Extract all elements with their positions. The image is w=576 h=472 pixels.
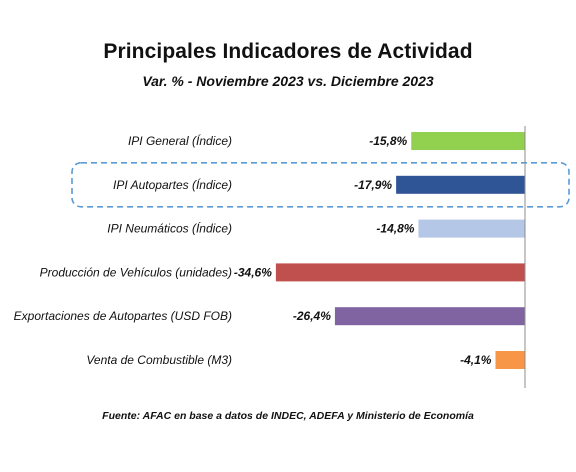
category-label-6: Venta de Combustible (M3) bbox=[86, 353, 232, 367]
value-label-4: -34,6% bbox=[234, 265, 272, 279]
source-note: Fuente: AFAC en base a datos de INDEC, A… bbox=[102, 410, 474, 422]
value-label-5: -26,4% bbox=[293, 309, 331, 323]
value-label-3: -14,8% bbox=[376, 222, 414, 236]
bar-4 bbox=[275, 263, 525, 282]
bar-1 bbox=[411, 132, 525, 150]
value-label-1: -15,8% bbox=[369, 134, 407, 148]
bar-2 bbox=[396, 175, 525, 194]
chart-title: Principales Indicadores de Actividad bbox=[103, 40, 473, 63]
category-label-2: IPI Autopartes (Índice) bbox=[113, 177, 232, 192]
highlight-box bbox=[71, 162, 570, 208]
value-label-2: -17,9% bbox=[354, 178, 392, 192]
category-label-3: IPI Neumáticos (Índice) bbox=[107, 221, 232, 236]
value-label-6: -4,1% bbox=[460, 353, 492, 367]
category-label-4: Producción de Vehículos (unidades) bbox=[40, 265, 232, 279]
chart-subtitle: Var. % - Noviembre 2023 vs. Diciembre 20… bbox=[142, 73, 434, 89]
category-label-5: Exportaciones de Autopartes (USD FOB) bbox=[14, 309, 232, 323]
bar-5 bbox=[334, 307, 525, 326]
bar-3 bbox=[418, 219, 525, 238]
category-label-1: IPI General (Índice) bbox=[128, 133, 232, 148]
bar-6 bbox=[495, 351, 525, 369]
